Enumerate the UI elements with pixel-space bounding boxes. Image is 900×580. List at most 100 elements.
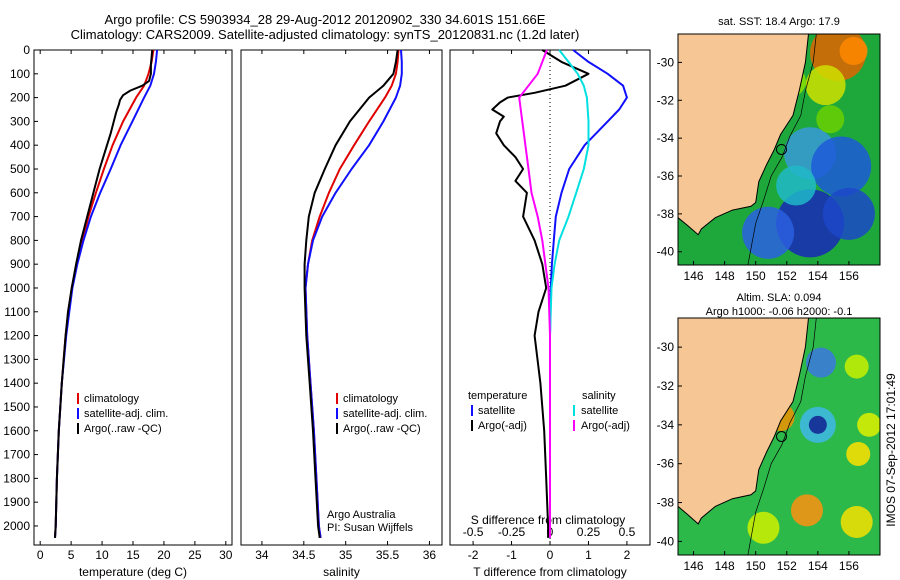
annotation-line: Argo Australia bbox=[327, 509, 396, 521]
plot-frame bbox=[33, 49, 233, 546]
x-tick-label: 1 bbox=[585, 548, 592, 562]
map-frame bbox=[677, 33, 881, 266]
y-tick-label: -36 bbox=[657, 457, 675, 471]
legend-entry: satellite bbox=[478, 405, 515, 417]
x-tick-label: 152 bbox=[777, 559, 797, 573]
x2-tick-label: -0.25 bbox=[498, 525, 526, 539]
x-tick-label: 20 bbox=[157, 548, 171, 562]
land-mass bbox=[678, 318, 810, 525]
x-tick-label: 0 bbox=[37, 548, 44, 562]
series-line-temperature-argo-adj bbox=[491, 49, 590, 538]
x-tick-label: 150 bbox=[746, 269, 766, 283]
series-line-argo-raw-qc bbox=[54, 49, 154, 538]
y-tick-label: 1000 bbox=[3, 281, 30, 295]
field-anomaly bbox=[747, 511, 780, 544]
x-axis-label: salinity bbox=[323, 565, 360, 579]
y-tick-label: 2000 bbox=[3, 519, 30, 533]
legend-title: temperature bbox=[468, 390, 527, 402]
y-tick-label: 1500 bbox=[3, 400, 30, 414]
annotation-line: PI: Susan Wijffels bbox=[327, 522, 413, 534]
legend-entry: satellite-adj. clim. bbox=[343, 408, 427, 420]
x-axis-label: temperature (deg C) bbox=[79, 565, 187, 579]
x-tick-label: 35.5 bbox=[376, 548, 400, 562]
x-tick-label: 2 bbox=[624, 548, 631, 562]
legend-entry: Argo(-adj) bbox=[581, 420, 630, 432]
x-tick-label: 36 bbox=[423, 548, 437, 562]
y-tick-label: 1300 bbox=[3, 352, 30, 366]
x-tick-label: 152 bbox=[777, 269, 797, 283]
field-anomaly bbox=[840, 505, 873, 538]
field-anomaly bbox=[839, 37, 868, 66]
sla-map-panel: 146 148 150 152 154 156 -30 -32 -34 -36 -38 -40 Alti… bbox=[657, 292, 881, 573]
y-tick-label: -40 bbox=[657, 534, 675, 548]
land-mass bbox=[678, 34, 810, 236]
y-tick-label: -34 bbox=[657, 131, 675, 145]
map-field bbox=[678, 318, 880, 555]
x-tick-label: 0 bbox=[547, 548, 554, 562]
map-field bbox=[678, 34, 880, 265]
legend-entry: satellite-adj. clim. bbox=[84, 408, 168, 420]
y-tick-label: 100 bbox=[10, 67, 30, 81]
y-tick-label: 1900 bbox=[3, 495, 30, 509]
legend-entry: satellite bbox=[581, 405, 618, 417]
field-anomaly bbox=[805, 347, 836, 378]
y-tick-label: 1200 bbox=[3, 329, 30, 343]
field-anomaly bbox=[790, 494, 823, 527]
y-tick-label: 500 bbox=[10, 162, 30, 176]
x-tick-label: 154 bbox=[808, 269, 828, 283]
plot-frame bbox=[240, 49, 443, 546]
x-tick-label: 150 bbox=[746, 559, 766, 573]
x-tick-label: 30 bbox=[219, 548, 233, 562]
series-line-argo-raw-qc bbox=[303, 49, 399, 539]
y-tick-label: 1700 bbox=[3, 448, 30, 462]
field-anomaly bbox=[846, 441, 871, 466]
x-axis-label: T difference from climatology bbox=[473, 565, 627, 579]
y-tick-label: -34 bbox=[657, 418, 675, 432]
field-anomaly bbox=[822, 187, 875, 240]
temperature-profile-panel: 0 5 10 15 20 25 300100200300400500600700800900… bbox=[3, 43, 233, 579]
x-tick-label: 146 bbox=[684, 269, 704, 283]
argo-position-marker bbox=[775, 431, 787, 442]
x-tick-label: 15 bbox=[126, 548, 140, 562]
y-tick-label: 300 bbox=[10, 114, 30, 128]
y-tick-label: -30 bbox=[657, 55, 675, 69]
x-tick-label: 34.5 bbox=[292, 548, 316, 562]
x2-tick-label: -0.5 bbox=[463, 525, 484, 539]
x-tick-label: 25 bbox=[188, 548, 202, 562]
x-tick-label: -2 bbox=[468, 548, 479, 562]
legend-entry: climatology bbox=[343, 393, 399, 405]
x-tick-label: 156 bbox=[839, 269, 859, 283]
y-tick-label: 900 bbox=[10, 257, 30, 271]
y-tick-label: 800 bbox=[10, 233, 30, 247]
field-anomaly bbox=[776, 165, 817, 206]
difference-profile-panel: -2 -1 0 1 2 T difference from climatology -0.5… bbox=[449, 49, 651, 579]
field-anomaly bbox=[808, 415, 827, 434]
x-tick-label: -1 bbox=[506, 548, 517, 562]
x-tick-label: 154 bbox=[808, 559, 828, 573]
y-tick-label: -30 bbox=[657, 340, 675, 354]
x-tick-label: 10 bbox=[95, 548, 109, 562]
x2-tick-label: 0.25 bbox=[577, 525, 601, 539]
legend-entry: Argo(-adj) bbox=[478, 420, 527, 432]
field-anomaly bbox=[811, 136, 872, 197]
y-tick-label: 400 bbox=[10, 138, 30, 152]
x-tick-label: 148 bbox=[715, 559, 735, 573]
series-line-salinity-argo-adj bbox=[518, 49, 551, 538]
legend-entry: climatology bbox=[84, 393, 140, 405]
x-tick-label: 5 bbox=[68, 548, 75, 562]
x-tick-label: 146 bbox=[684, 559, 704, 573]
map-subtitle: Argo h1000: -0.06 h2000: -0.1 bbox=[706, 306, 853, 318]
y-tick-label: 700 bbox=[10, 210, 30, 224]
y-tick-label: 1800 bbox=[3, 471, 30, 485]
map-frame bbox=[677, 317, 881, 556]
x-tick-label: 156 bbox=[839, 559, 859, 573]
y-tick-label: 600 bbox=[10, 186, 30, 200]
map-title: Altim. SLA: 0.094 bbox=[737, 292, 822, 304]
y-tick-label: -38 bbox=[657, 207, 675, 221]
field-anomaly bbox=[742, 206, 795, 259]
salinity-profile-panel: 34 34.5 35 35.5 36 salinity climatology satelli… bbox=[240, 49, 443, 579]
y-tick-label: 1100 bbox=[4, 305, 30, 319]
y-tick-label: -40 bbox=[657, 245, 675, 259]
x-tick-label: 35 bbox=[339, 548, 353, 562]
y-tick-label: 1600 bbox=[3, 424, 30, 438]
